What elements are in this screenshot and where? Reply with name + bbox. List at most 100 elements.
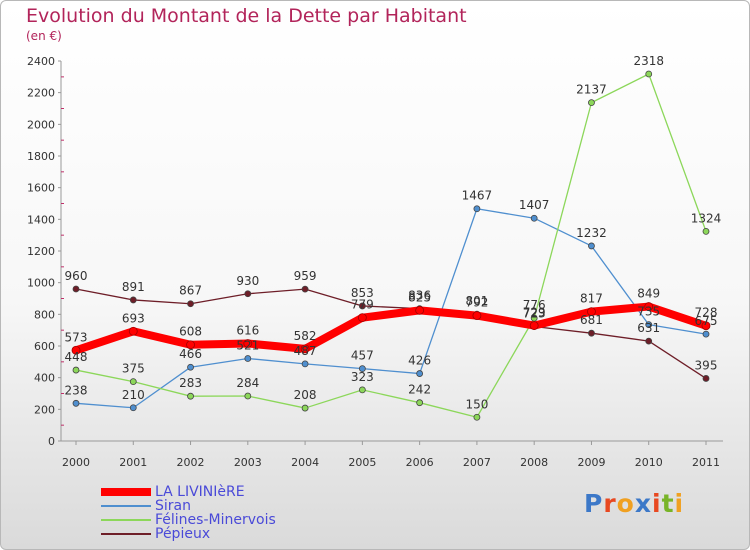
legend-swatch-felines-minervois bbox=[101, 519, 151, 521]
y-tick-label: 1000 bbox=[27, 277, 55, 290]
chart-title: Evolution du Montant de la Dette par Hab… bbox=[26, 5, 467, 27]
data-point bbox=[358, 302, 366, 310]
data-label: 582 bbox=[294, 329, 317, 343]
data-point bbox=[244, 355, 252, 362]
data-label: 849 bbox=[637, 287, 660, 301]
data-point bbox=[530, 314, 538, 322]
data-point bbox=[415, 305, 425, 315]
data-label: 150 bbox=[465, 397, 488, 411]
data-label: 836 bbox=[408, 289, 431, 303]
data-label: 1232 bbox=[576, 226, 607, 240]
proxiti-logo: Proxiti bbox=[584, 489, 684, 518]
data-label: 323 bbox=[351, 370, 374, 384]
data-point bbox=[357, 313, 367, 323]
data-label: 1407 bbox=[519, 198, 550, 212]
series-p-pieux bbox=[72, 285, 710, 382]
x-tick-label: 2004 bbox=[291, 456, 319, 469]
logo-letter: r bbox=[603, 489, 617, 518]
data-label: 959 bbox=[294, 269, 317, 283]
data-label: 930 bbox=[236, 274, 259, 288]
data-point bbox=[416, 370, 424, 377]
data-label: 729 bbox=[523, 306, 546, 320]
data-point bbox=[186, 340, 195, 350]
data-label: 208 bbox=[294, 388, 317, 402]
data-point bbox=[244, 392, 252, 400]
x-tick-label: 2007 bbox=[463, 456, 491, 469]
y-tick-label: 400 bbox=[34, 372, 55, 385]
logo-letter: P bbox=[584, 489, 604, 518]
legend-item-felines-minervois: Félines-Minervois bbox=[101, 513, 361, 527]
legend-label-siran: Siran bbox=[155, 498, 191, 514]
data-label: 891 bbox=[122, 280, 145, 294]
data-point bbox=[645, 70, 653, 78]
legend-item-la-liviniere: LA LIVINIèRE bbox=[101, 485, 361, 499]
y-tick-label: 1400 bbox=[27, 213, 55, 226]
logo-letter: t bbox=[661, 489, 675, 518]
data-label: 521 bbox=[236, 339, 259, 353]
y-tick-label: 0 bbox=[48, 435, 55, 448]
data-label: 681 bbox=[580, 313, 603, 327]
data-point bbox=[243, 339, 253, 348]
x-tick-label: 2006 bbox=[406, 456, 434, 469]
data-point bbox=[128, 326, 138, 336]
data-label: 426 bbox=[408, 354, 431, 368]
data-label: 284 bbox=[236, 376, 259, 390]
data-point bbox=[644, 302, 654, 311]
data-label: 573 bbox=[65, 330, 88, 344]
data-point bbox=[529, 321, 539, 330]
y-tick-label: 800 bbox=[34, 308, 55, 321]
data-point bbox=[472, 311, 482, 321]
data-label: 1324 bbox=[691, 211, 722, 225]
y-tick-label: 2200 bbox=[27, 87, 55, 100]
data-label: 675 bbox=[695, 314, 718, 328]
legend-swatch-pepieux bbox=[101, 533, 151, 535]
data-label: 825 bbox=[408, 290, 431, 304]
y-tick-label: 600 bbox=[34, 340, 55, 353]
data-label: 238 bbox=[65, 383, 88, 397]
legend-swatch-siran bbox=[101, 505, 151, 507]
x-tick-label: 2002 bbox=[177, 456, 205, 469]
legend-label-felines-minervois: Félines-Minervois bbox=[155, 512, 276, 528]
data-label: 779 bbox=[351, 298, 374, 312]
chart-subtitle: (en €) bbox=[26, 29, 62, 43]
data-point bbox=[530, 214, 538, 222]
data-label: 776 bbox=[523, 298, 546, 312]
data-label: 448 bbox=[65, 350, 88, 364]
data-point bbox=[301, 404, 309, 412]
data-point bbox=[702, 375, 710, 382]
data-point bbox=[702, 227, 710, 235]
data-label: 457 bbox=[351, 349, 374, 363]
series-siran bbox=[72, 205, 710, 412]
data-point bbox=[358, 386, 366, 394]
data-label: 2318 bbox=[633, 54, 664, 68]
x-tick-label: 2001 bbox=[119, 456, 147, 469]
data-label: 817 bbox=[580, 292, 603, 306]
x-tick-label: 2010 bbox=[635, 456, 663, 469]
data-point bbox=[701, 321, 711, 331]
data-point bbox=[71, 345, 81, 355]
data-point bbox=[587, 307, 596, 317]
series-line bbox=[75, 288, 707, 380]
data-label: 616 bbox=[236, 323, 259, 337]
series-line bbox=[75, 208, 707, 409]
series-line bbox=[72, 302, 710, 355]
data-point bbox=[301, 285, 309, 293]
x-tick-label: 2011 bbox=[692, 456, 720, 469]
series-line bbox=[75, 73, 707, 418]
data-label: 801 bbox=[465, 294, 488, 308]
data-label: 960 bbox=[65, 269, 88, 283]
data-label: 242 bbox=[408, 383, 431, 397]
logo-letter: i bbox=[674, 489, 685, 518]
legend-item-siran: Siran bbox=[101, 499, 361, 513]
legend-label-pepieux: Pépieux bbox=[155, 526, 211, 542]
data-label: 210 bbox=[122, 388, 145, 402]
legend-label-la-liviniere: LA LIVINIèRE bbox=[155, 484, 245, 500]
data-point bbox=[702, 330, 710, 338]
data-point bbox=[645, 337, 653, 345]
series-f-lines-minervois bbox=[72, 70, 710, 421]
x-tick-label: 2008 bbox=[520, 456, 548, 469]
data-point bbox=[473, 413, 481, 421]
y-tick-label: 1800 bbox=[27, 150, 55, 163]
